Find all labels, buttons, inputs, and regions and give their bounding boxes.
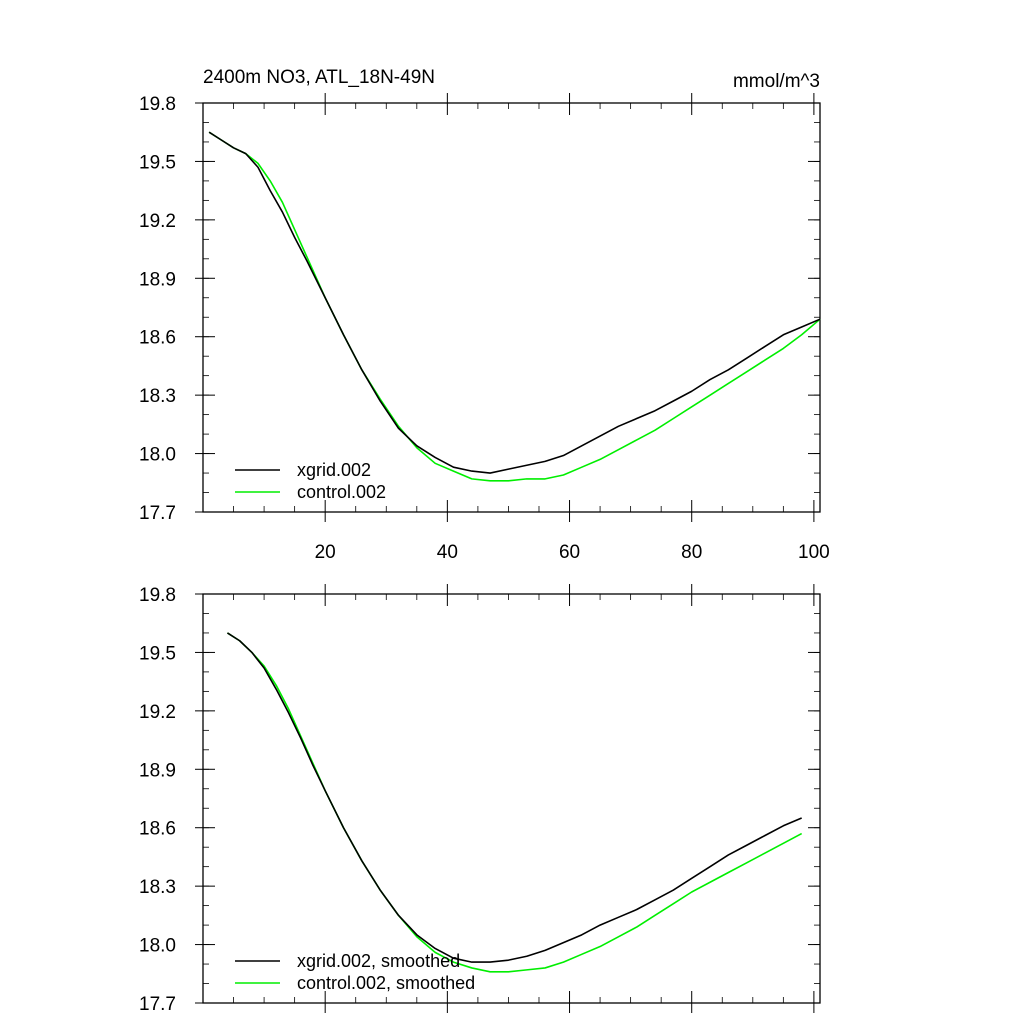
legend-label: xgrid.002, smoothed xyxy=(297,951,460,971)
y-tick-label: 18.9 xyxy=(139,760,176,781)
plot-frame xyxy=(202,102,821,513)
y-tick-label: 19.8 xyxy=(139,94,176,115)
y-tick-label: 18.3 xyxy=(139,877,176,898)
plot-frame xyxy=(202,593,821,1004)
series-line-control xyxy=(208,131,821,482)
y-tick-label: 19.5 xyxy=(139,152,176,173)
chart-panel-1: 17.7 18.0 18.3 18.6 18.9 19.2 19.5 19.8 20 40 60 80… xyxy=(139,93,830,563)
legend-label: control.002 xyxy=(297,482,386,502)
y-tick-label: 18.0 xyxy=(139,936,176,957)
x-tick-label: 40 xyxy=(437,542,458,563)
y-tick-label: 19.2 xyxy=(139,702,176,723)
series-line-control xyxy=(227,632,803,973)
legend-label: xgrid.002 xyxy=(297,460,371,480)
x-tick-label: 100 xyxy=(798,542,830,563)
y-tick-label: 19.5 xyxy=(139,643,176,664)
units-label: mmol/m^3 xyxy=(733,71,820,92)
y-tick-label: 17.7 xyxy=(139,994,176,1015)
legend-label: control.002, smoothed xyxy=(297,973,475,993)
y-tick-label: 18.3 xyxy=(139,386,176,407)
series-line-xgrid xyxy=(208,131,821,474)
y-tick-label: 19.8 xyxy=(139,585,176,606)
y-tick-label: 18.6 xyxy=(139,819,176,840)
chart-title: 2400m NO3, ATL_18N-49N xyxy=(203,67,435,88)
x-tick-label: 60 xyxy=(559,542,580,563)
x-tick-label: 80 xyxy=(681,542,702,563)
y-tick-label: 18.9 xyxy=(139,269,176,290)
chart-panel-2: 17.7 18.0 18.3 18.6 18.9 19.2 19.5 19.8 xgrid.00… xyxy=(139,584,821,1015)
chart-panels: 17.7 18.0 18.3 18.6 18.9 19.2 19.5 19.8 20 40 60 80… xyxy=(139,93,830,1015)
y-tick-label: 18.0 xyxy=(139,445,176,466)
y-tick-label: 17.7 xyxy=(139,503,176,524)
y-tick-label: 19.2 xyxy=(139,211,176,232)
x-tick-label: 20 xyxy=(315,542,336,563)
series-line-xgrid xyxy=(227,632,802,963)
y-tick-label: 18.6 xyxy=(139,328,176,349)
